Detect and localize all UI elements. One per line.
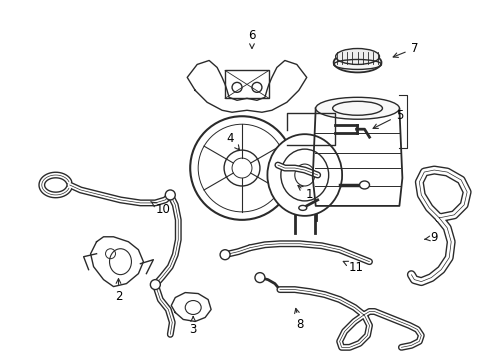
Ellipse shape [315,97,399,119]
Text: 4: 4 [226,132,239,150]
Text: 10: 10 [150,202,170,216]
Text: 11: 11 [343,261,364,274]
Ellipse shape [298,206,306,210]
Text: 1: 1 [297,185,313,202]
Circle shape [224,150,260,186]
Text: 3: 3 [189,317,197,336]
Circle shape [220,250,229,260]
Text: 5: 5 [372,109,402,129]
Text: 9: 9 [424,231,437,244]
Ellipse shape [359,181,369,189]
Circle shape [165,190,175,200]
Circle shape [150,280,160,289]
Ellipse shape [333,53,381,72]
Ellipse shape [267,134,342,216]
Ellipse shape [335,49,379,64]
Text: 8: 8 [294,309,303,331]
Text: 2: 2 [115,279,122,303]
Text: 6: 6 [248,29,255,49]
Text: 7: 7 [392,42,417,57]
Circle shape [254,273,264,283]
Circle shape [190,116,293,220]
